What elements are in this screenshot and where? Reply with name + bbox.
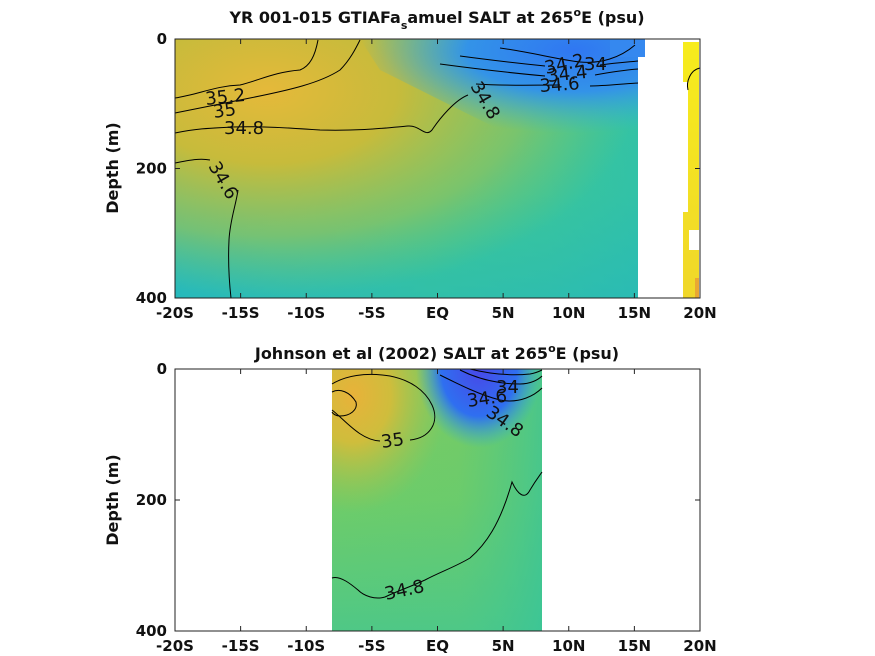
- panel-1-x-tick-label: -15S: [222, 304, 260, 322]
- panel-2-contours: [331, 368, 543, 599]
- contour-34-6-right: [589, 82, 639, 87]
- contour-34-2-right: [459, 55, 639, 67]
- contour-35-0: [331, 373, 436, 442]
- contour-34-8-bottom: [331, 471, 543, 599]
- panel-2-y-tick-label: 0: [157, 360, 167, 378]
- panel-2-x-tick-label: -15S: [222, 637, 260, 655]
- contour-label: 34.6: [539, 73, 580, 97]
- contour-34-0-right: [499, 44, 636, 63]
- panel-1: 35.2 35 34.8 34.6 34.8 34 34.2 34.4 34.6…: [103, 6, 717, 322]
- contour-label: 34: [496, 377, 519, 398]
- panel-1-x-tick-label: 10N: [552, 304, 585, 322]
- panel-2-x-tick-label: 15N: [618, 637, 651, 655]
- contour-34-8-top: [439, 374, 543, 402]
- panel-1-y-axis-label: Depth (m): [103, 122, 122, 214]
- panel-1-x-tick-label: 15N: [618, 304, 651, 322]
- contour-label: 34.8: [224, 118, 264, 139]
- contour-label: 35: [212, 99, 238, 123]
- panel-1-x-tick-label: -5S: [358, 304, 385, 322]
- panel-2-x-tick-label: 10N: [552, 637, 585, 655]
- panel-1-y-ticks: 0 200 400: [136, 30, 700, 307]
- panel-2-y-tick-label: 400: [136, 622, 167, 640]
- panel-2-title: Johnson et al (2002) SALT at 265oE (psu): [254, 342, 619, 363]
- panel-2-x-tick-label: -20S: [156, 637, 194, 655]
- panel-2-x-tick-label: -5S: [358, 637, 385, 655]
- contour-35-0-warm: [331, 389, 357, 417]
- contour-34-4-right: [439, 63, 639, 77]
- contour-34-4-top: [469, 368, 543, 376]
- panel-2-y-tick-label: 200: [136, 491, 167, 509]
- panel-2-salinity-field: [332, 369, 542, 631]
- panel-2-x-tick-label: -10S: [287, 637, 325, 655]
- panel-2-x-tick-label: 5N: [492, 637, 515, 655]
- contour-strip-edge: [687, 67, 701, 91]
- panel-2-y-ticks: 0 200 400: [136, 360, 700, 640]
- contour-34-8: [174, 94, 469, 134]
- panel-1-x-tick-label: 20N: [683, 304, 716, 322]
- panel-2-x-tick-label: 20N: [683, 637, 716, 655]
- panel-1-x-tick-label: EQ: [426, 304, 449, 322]
- panel-1-x-tick-label: -20S: [156, 304, 194, 322]
- contour-34-6-deep: [228, 189, 239, 299]
- panel-1-y-tick-label: 0: [157, 30, 167, 48]
- contour-35-0: [174, 39, 361, 114]
- panel-1-yellow-strip: [683, 42, 699, 298]
- contour-label: 34: [584, 54, 607, 75]
- panel-1-salinity-field: [175, 39, 645, 298]
- panel-1-x-ticks: -20S -15S -10S -5S EQ 5N 10N 15N 20N: [156, 39, 717, 322]
- contour-label: 35: [380, 429, 406, 453]
- contour-label: 34.4: [546, 62, 588, 87]
- panel-1-x-tick-label: -10S: [287, 304, 325, 322]
- contour-34-6-left: [174, 158, 211, 164]
- contour-34-8-right: [475, 83, 561, 86]
- panel-1-title: YR 001-015 GTIAFasamuel SALT at 265oE (p…: [228, 6, 644, 32]
- panel-1-x-tick-label: 5N: [492, 304, 515, 322]
- panel-1-y-tick-label: 200: [136, 160, 167, 178]
- panel-1-y-tick-label: 400: [136, 289, 167, 307]
- panel-2: 35 34 34.6 34.8 34.8 -20S -15S -10S -5S EQ 5N…: [103, 342, 717, 655]
- panel-2-y-axis-label: Depth (m): [103, 454, 122, 546]
- panel-2-x-tick-label: EQ: [426, 637, 449, 655]
- contour-label: 35.2: [204, 85, 246, 110]
- contour-35-2: [174, 39, 319, 99]
- contour-34-6-top: [459, 369, 543, 385]
- panel-2-x-ticks: -20S -15S -10S -5S EQ 5N 10N 15N 20N: [156, 369, 717, 655]
- panel-1-contours: [174, 39, 701, 299]
